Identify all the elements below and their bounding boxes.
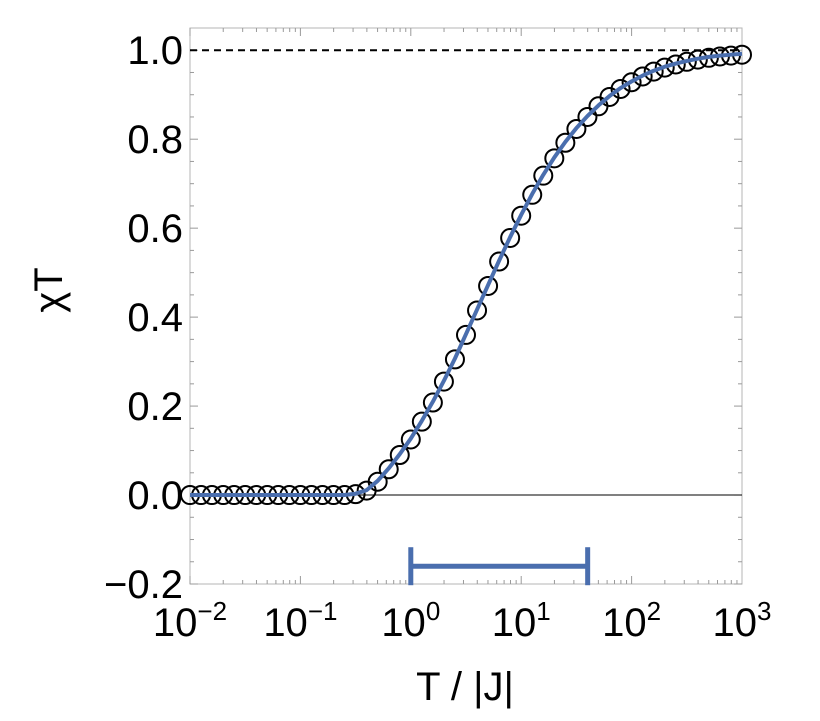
data-point xyxy=(422,392,443,413)
data-point xyxy=(555,132,576,153)
data-point xyxy=(654,57,675,78)
x-tick-label: 10−2 xyxy=(153,596,227,645)
x-tick-label: 100 xyxy=(381,596,440,645)
y-tick-label: 1.0 xyxy=(127,29,183,73)
plot-border xyxy=(189,27,743,585)
range-bar xyxy=(408,547,591,586)
data-point xyxy=(444,349,465,370)
data-point xyxy=(478,275,499,296)
data-point xyxy=(378,459,399,480)
data-point xyxy=(610,78,631,99)
data-point xyxy=(533,165,554,186)
y-tick-labels: −0.2 0.0 0.2 0.4 0.6 0.8 1.0 xyxy=(104,29,183,607)
y-tick-label: 0.8 xyxy=(127,118,183,162)
data-point xyxy=(389,445,410,466)
y-axis-title: χT xyxy=(27,267,71,312)
data-point xyxy=(489,251,510,272)
data-point xyxy=(400,429,421,450)
y-tick-label: 0.6 xyxy=(127,207,183,251)
x-tick-label: 103 xyxy=(713,596,772,645)
x-tick-label: 10−1 xyxy=(263,596,337,645)
x-axis-title: T / |J| xyxy=(416,665,514,709)
data-point xyxy=(632,66,653,87)
data-point xyxy=(566,118,587,139)
y-tick-label: −0.2 xyxy=(104,563,183,607)
data-point xyxy=(433,371,454,392)
x-tick-label: 102 xyxy=(602,596,661,645)
x-tick-label: 101 xyxy=(492,596,551,645)
data-point xyxy=(621,72,642,93)
data-point xyxy=(577,106,598,127)
data-point xyxy=(456,324,477,345)
y-tick-label: 0.2 xyxy=(127,385,183,429)
y-tick-label: 0.0 xyxy=(127,474,183,518)
data-point xyxy=(511,205,532,226)
data-point xyxy=(467,300,488,321)
data-point xyxy=(643,61,664,82)
y-tick-label: 0.4 xyxy=(127,296,183,340)
data-point xyxy=(522,184,543,205)
fit-line xyxy=(190,51,743,498)
data-point xyxy=(500,227,521,248)
data-point xyxy=(544,148,565,169)
data-point xyxy=(367,471,388,492)
fit-curve xyxy=(190,51,743,498)
data-point xyxy=(411,411,432,432)
x-tick-labels: 10−2 10−1 100 101 102 103 xyxy=(153,596,772,645)
